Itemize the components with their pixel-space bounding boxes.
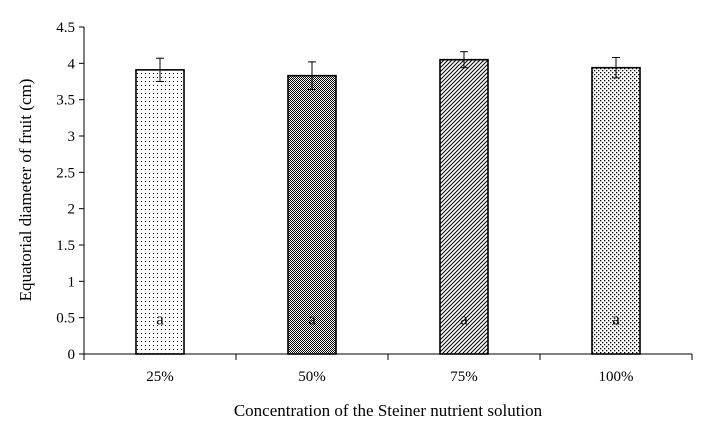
- y-tick-label: 0.5: [56, 311, 75, 327]
- bars: [135, 58, 641, 355]
- x-axis-title: Concentration of the Steiner nutrient so…: [234, 401, 543, 420]
- significance-letter: a: [612, 310, 620, 329]
- y-tick-label: 1: [68, 274, 76, 290]
- y-tick-label: 2: [68, 202, 76, 218]
- x-axis: 25% 50% 75% 100%: [83, 353, 693, 385]
- significance-letter: a: [308, 310, 316, 329]
- y-tick-label: 3.5: [56, 93, 75, 109]
- x-tick-label: 100%: [599, 369, 634, 385]
- significance-letter: a: [460, 310, 468, 329]
- y-tick-label: 4: [68, 56, 76, 72]
- x-tick-label: 75%: [450, 369, 478, 385]
- y-tick-label: 0: [68, 347, 76, 363]
- bar-50pct: [287, 74, 337, 355]
- y-axis: 0 0.5 1 1.5 2 2.5 3 3.5 4 4.5: [56, 20, 85, 363]
- bar-100pct: [591, 66, 641, 355]
- y-tick-label: 1.5: [56, 238, 75, 254]
- bar-75pct: [439, 58, 489, 355]
- y-axis-title: Equatorial diameter of fruit (cm): [16, 79, 35, 302]
- y-tick-label: 2.5: [56, 165, 75, 181]
- y-tick-label: 3: [68, 129, 76, 145]
- significance-letter: a: [156, 310, 164, 329]
- y-tick-label: 4.5: [56, 20, 75, 36]
- bar-25pct: [135, 69, 185, 355]
- x-tick-label: 50%: [298, 369, 326, 385]
- error-bars: [156, 51, 620, 90]
- x-tick-label: 25%: [146, 369, 174, 385]
